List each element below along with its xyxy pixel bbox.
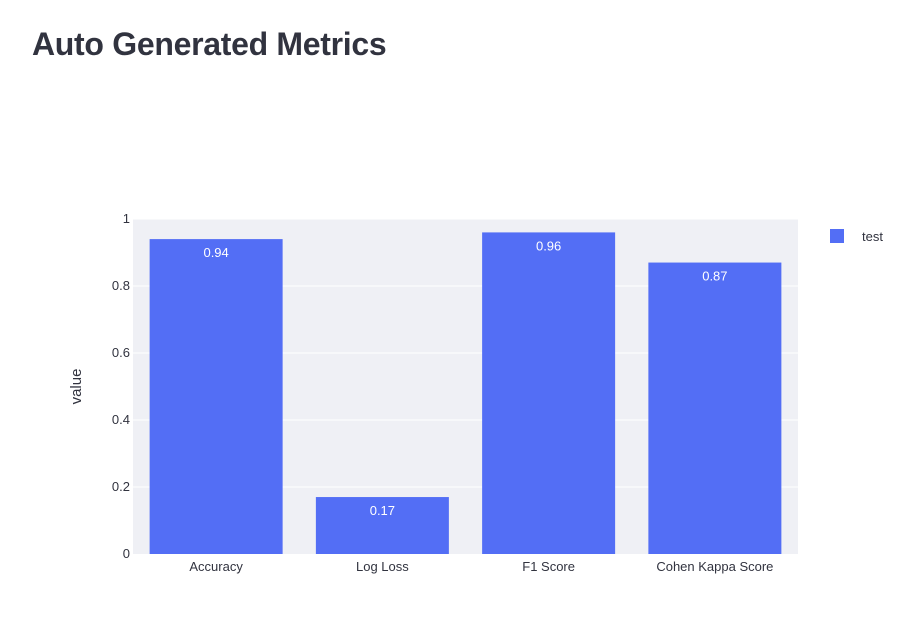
legend-label: test [862,229,883,244]
y-tick-label: 0.2 [112,479,130,494]
x-tick-label: Cohen Kappa Score [656,559,773,574]
legend-swatch [830,229,844,243]
bar-value-label: 0.96 [536,238,561,253]
y-axis-title: value [68,369,85,405]
bar-value-label: 0.94 [203,245,228,260]
page-title: Auto Generated Metrics [32,26,387,62]
bar [648,262,782,554]
y-tick-label: 0 [123,546,130,561]
y-tick-label: 0.6 [112,345,130,360]
bar [149,239,283,554]
bar-value-label: 0.87 [702,269,727,284]
x-tick-label: Log Loss [356,559,409,574]
bar [482,232,616,554]
bar [315,497,449,554]
y-tick-label: 0.8 [112,278,130,293]
x-tick-label: Accuracy [189,559,243,574]
y-tick-label: 0.4 [112,412,130,427]
x-tick-label: F1 Score [522,559,575,574]
y-tick-label: 1 [123,211,130,226]
bar-value-label: 0.17 [370,503,395,518]
